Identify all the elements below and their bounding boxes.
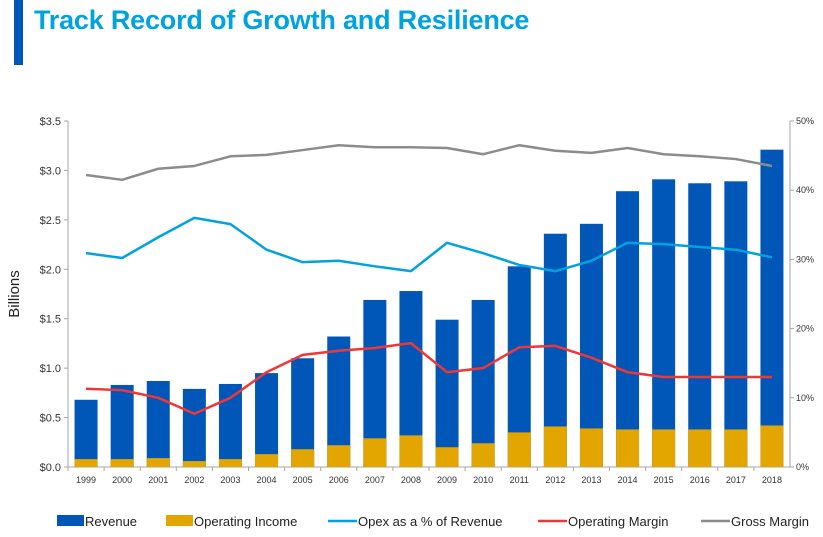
y-tick-label: $0.0 bbox=[40, 462, 61, 474]
y-tick-label: $2.0 bbox=[40, 264, 61, 276]
line-operating-margin bbox=[86, 341, 772, 415]
legend-label-opex-as-a-of-revenue: Opex as a % of Revenue bbox=[358, 514, 503, 529]
bar-revenue bbox=[652, 179, 676, 467]
bar-operating-income bbox=[616, 429, 640, 467]
bar-revenue bbox=[688, 183, 712, 467]
y2-tick-label: 0% bbox=[796, 462, 809, 472]
y-tick-label: $2.5 bbox=[40, 215, 61, 227]
y-tick-label: $1.5 bbox=[40, 314, 61, 326]
x-tick-label: 2006 bbox=[329, 475, 349, 485]
bar-revenue bbox=[435, 319, 459, 467]
y2-tick-label: 10% bbox=[796, 393, 814, 403]
bar-operating-income bbox=[399, 435, 423, 467]
legend-swatch-revenue bbox=[57, 515, 84, 526]
x-tick-label: 2012 bbox=[545, 475, 565, 485]
title-accent-bar bbox=[14, 0, 23, 65]
x-tick-label: 2008 bbox=[401, 475, 421, 485]
legend-label-gross-margin: Gross Margin bbox=[731, 514, 809, 529]
bar-operating-income bbox=[760, 425, 784, 467]
line-gross-margin bbox=[85, 143, 773, 182]
legend-label-operating-margin: Operating Margin bbox=[568, 514, 668, 529]
legend-label-operating-income: Operating Income bbox=[194, 514, 297, 529]
x-tick-label: 2016 bbox=[690, 475, 710, 485]
y2-tick-label: 40% bbox=[796, 185, 814, 195]
legend-swatch-operating-income bbox=[166, 515, 193, 526]
bar-operating-income bbox=[543, 426, 567, 467]
x-tick-label: 2007 bbox=[365, 475, 385, 485]
page-title: Track Record of Growth and Resilience bbox=[34, 5, 530, 35]
legend-label-revenue: Revenue bbox=[85, 514, 137, 529]
bar-revenue bbox=[616, 191, 640, 467]
y2-tick-label: 20% bbox=[796, 324, 814, 334]
bar-operating-income bbox=[110, 459, 134, 467]
bar-operating-income bbox=[74, 459, 98, 467]
bar-operating-income bbox=[724, 429, 748, 467]
x-tick-label: 2005 bbox=[293, 475, 313, 485]
y2-tick-label: 30% bbox=[796, 254, 814, 264]
bar-operating-income bbox=[507, 432, 531, 467]
x-tick-label: 2018 bbox=[762, 475, 782, 485]
bar-revenue bbox=[363, 299, 387, 467]
bar-operating-income bbox=[688, 429, 712, 467]
bar-operating-income bbox=[435, 447, 459, 467]
y2-tick-label: 50% bbox=[796, 116, 814, 126]
x-tick-label: 2010 bbox=[473, 475, 493, 485]
bar-revenue bbox=[291, 358, 315, 467]
bar-revenue bbox=[74, 399, 98, 467]
bar-revenue bbox=[543, 233, 567, 467]
x-tick-label: 2015 bbox=[654, 475, 674, 485]
x-tick-label: 2017 bbox=[726, 475, 746, 485]
bar-operating-income bbox=[218, 459, 242, 467]
x-tick-label: 2001 bbox=[148, 475, 168, 485]
bar-revenue bbox=[110, 384, 134, 467]
y-tick-label: $3.0 bbox=[40, 165, 61, 177]
bar-operating-income bbox=[255, 454, 279, 467]
y-axis-label: Billions bbox=[6, 270, 23, 318]
bar-revenue bbox=[579, 223, 603, 467]
bar-operating-income bbox=[579, 428, 603, 467]
y-tick-label: $0.5 bbox=[40, 413, 61, 425]
bar-operating-income bbox=[291, 449, 315, 467]
y-tick-label: $3.5 bbox=[40, 116, 61, 128]
bar-revenue bbox=[471, 299, 495, 467]
bar-operating-income bbox=[363, 438, 387, 467]
x-tick-label: 2004 bbox=[257, 475, 277, 485]
bar-revenue bbox=[182, 388, 206, 467]
x-tick-label: 2000 bbox=[112, 475, 132, 485]
bar-operating-income bbox=[327, 445, 351, 467]
bar-operating-income bbox=[471, 443, 495, 467]
x-tick-label: 1999 bbox=[76, 475, 96, 485]
x-tick-label: 2014 bbox=[618, 475, 638, 485]
bar-operating-income bbox=[652, 429, 676, 467]
bar-revenue bbox=[760, 149, 784, 467]
x-tick-label: 2003 bbox=[220, 475, 240, 485]
bar-revenue bbox=[255, 373, 279, 467]
bar-revenue bbox=[327, 336, 351, 467]
bar-revenue bbox=[399, 291, 423, 467]
x-tick-label: 2011 bbox=[510, 475, 529, 485]
y-tick-label: $1.0 bbox=[40, 363, 61, 375]
bar-revenue bbox=[724, 181, 748, 467]
line-opex-as-a-of-revenue bbox=[85, 216, 773, 273]
bar-revenue bbox=[218, 383, 242, 467]
x-tick-label: 2009 bbox=[437, 475, 457, 485]
bar-revenue bbox=[507, 266, 531, 467]
bar-operating-income bbox=[146, 458, 170, 467]
x-tick-label: 2002 bbox=[184, 475, 204, 485]
x-tick-label: 2013 bbox=[581, 475, 601, 485]
bar-revenue bbox=[146, 380, 170, 467]
bar-operating-income bbox=[182, 461, 206, 467]
